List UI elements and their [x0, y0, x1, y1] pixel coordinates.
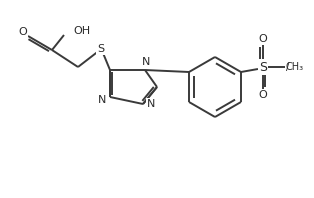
Text: N: N: [147, 99, 155, 109]
Text: S: S: [97, 44, 105, 54]
Text: OH: OH: [73, 26, 90, 36]
Text: O: O: [19, 27, 27, 37]
Text: O: O: [259, 34, 267, 44]
Text: N: N: [142, 57, 150, 67]
Text: /: /: [286, 62, 290, 72]
Text: CH₃: CH₃: [286, 62, 304, 72]
Text: S: S: [259, 61, 267, 73]
Text: N: N: [98, 95, 106, 105]
Text: O: O: [259, 90, 267, 100]
